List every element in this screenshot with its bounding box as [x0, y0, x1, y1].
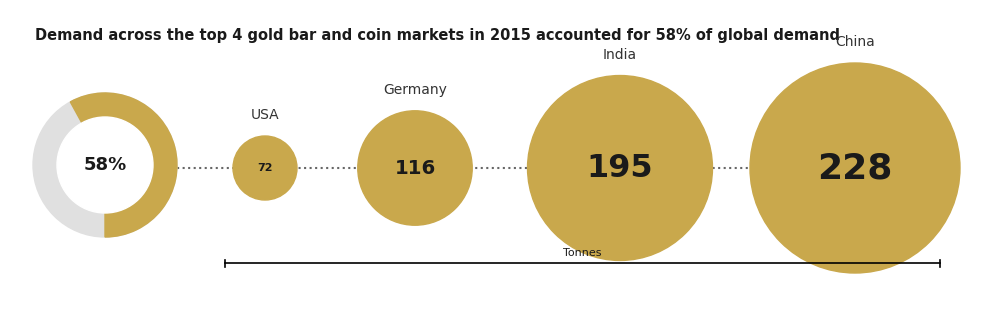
Circle shape	[750, 63, 960, 273]
Text: India: India	[603, 48, 637, 62]
Circle shape	[233, 136, 297, 200]
Text: Demand across the top 4 gold bar and coin markets in 2015 accounted for 58% of g: Demand across the top 4 gold bar and coi…	[35, 28, 840, 43]
Text: 116: 116	[394, 158, 436, 177]
Text: China: China	[835, 35, 875, 49]
Text: Germany: Germany	[383, 83, 447, 97]
Text: 72: 72	[257, 163, 273, 173]
Circle shape	[33, 93, 177, 237]
Circle shape	[528, 76, 712, 260]
Circle shape	[358, 111, 472, 225]
Circle shape	[57, 117, 153, 213]
Text: 195: 195	[587, 153, 653, 184]
Text: USA: USA	[251, 108, 279, 122]
Text: Tonnes: Tonnes	[563, 248, 602, 258]
Wedge shape	[70, 93, 177, 237]
Text: 58%: 58%	[83, 156, 127, 174]
Text: 228: 228	[817, 151, 893, 185]
